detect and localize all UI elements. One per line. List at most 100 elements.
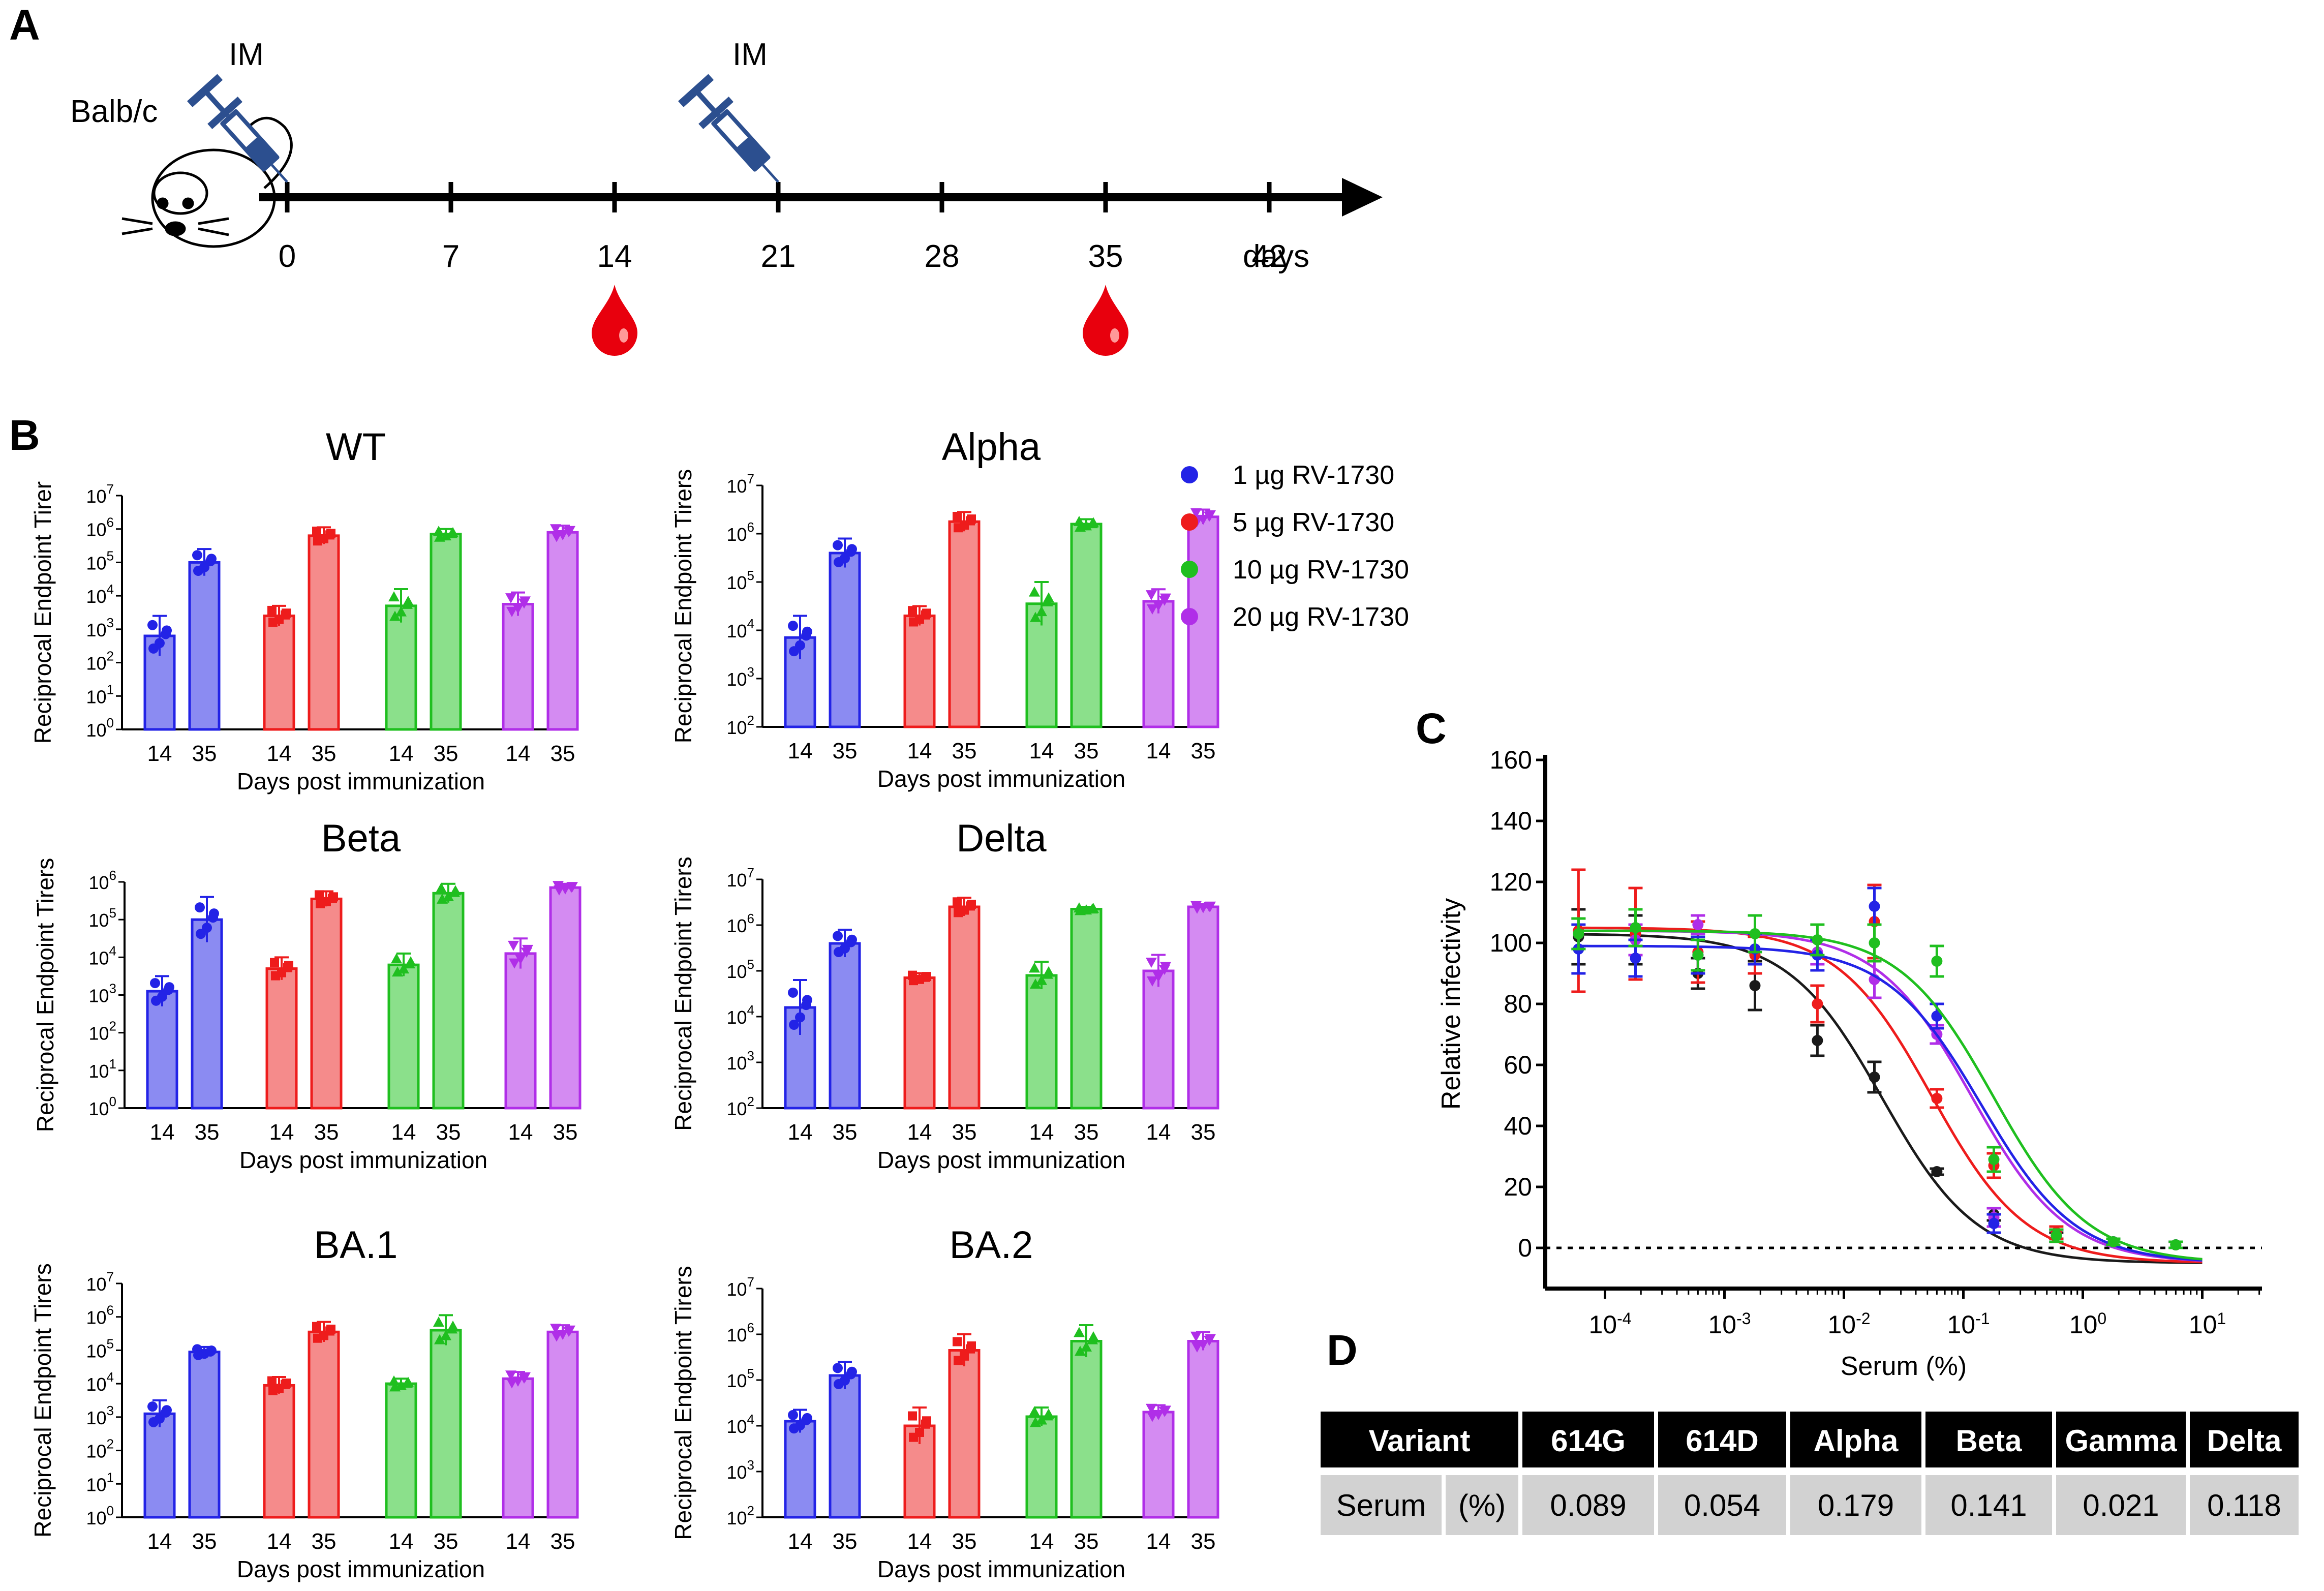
data-point bbox=[909, 976, 918, 986]
table-header-cell bbox=[1658, 1412, 1786, 1467]
legend-label: 5 µg RV-1730 bbox=[1233, 508, 1394, 537]
table-value: 0.089 bbox=[1550, 1488, 1626, 1522]
x-tick-label: 14 bbox=[1029, 1529, 1054, 1554]
data-point bbox=[1159, 595, 1170, 606]
data-point bbox=[148, 1417, 159, 1427]
data-point bbox=[1931, 1166, 1943, 1177]
data-point bbox=[1692, 950, 1704, 961]
table-value: 0.179 bbox=[1818, 1488, 1894, 1522]
legend-label: 20 µg RV-1730 bbox=[1233, 602, 1409, 632]
table-value: 0.021 bbox=[2083, 1488, 2159, 1522]
table-header-label: Gamma bbox=[2065, 1424, 2177, 1458]
mouse-strain-label: Balb/c bbox=[70, 94, 158, 129]
data-point bbox=[446, 528, 457, 538]
bar bbox=[502, 1377, 534, 1519]
bar bbox=[829, 942, 861, 1110]
x-tick-label: 35 bbox=[434, 741, 458, 766]
data-point bbox=[1153, 972, 1164, 983]
bar bbox=[784, 1420, 816, 1519]
y-tick-label: 0 bbox=[1518, 1234, 1532, 1262]
data-point bbox=[788, 1410, 798, 1420]
legend-swatch bbox=[1181, 466, 1198, 483]
data-point bbox=[801, 630, 811, 641]
bar bbox=[385, 604, 417, 731]
data-point bbox=[195, 902, 205, 913]
y-tick-label: 102 bbox=[726, 1503, 754, 1528]
table-header-label: 614D bbox=[1686, 1424, 1758, 1458]
bar bbox=[308, 1330, 340, 1519]
data-point bbox=[1869, 937, 1880, 949]
data-point bbox=[147, 620, 158, 630]
data-point bbox=[833, 540, 843, 550]
data-point bbox=[193, 1350, 203, 1360]
data-point bbox=[328, 894, 337, 903]
data-point bbox=[434, 531, 445, 542]
data-point bbox=[566, 882, 577, 893]
x-axis-title: Days post immunization bbox=[237, 1556, 485, 1582]
y-tick-label: 103 bbox=[86, 1403, 114, 1428]
table-header-label: Beta bbox=[1955, 1424, 2022, 1458]
table-value-cell bbox=[2190, 1475, 2299, 1535]
data-point bbox=[1087, 903, 1098, 914]
data-point bbox=[953, 897, 962, 907]
bar bbox=[948, 520, 981, 728]
fit-curve bbox=[1581, 944, 2203, 1262]
y-tick-label: 103 bbox=[88, 981, 116, 1006]
data-point bbox=[446, 1323, 457, 1334]
syringe-window bbox=[717, 115, 748, 147]
data-point bbox=[205, 556, 216, 567]
timeline-arrowhead bbox=[1342, 178, 1383, 217]
data-point bbox=[388, 591, 400, 602]
fit-curve bbox=[1581, 929, 2203, 1262]
table-row-unit: (%) bbox=[1458, 1488, 1506, 1522]
y-tick-label: 105 bbox=[86, 1336, 114, 1361]
data-point bbox=[1812, 1035, 1823, 1046]
x-tick-label: 14 bbox=[1146, 1529, 1171, 1554]
x-tick-label: 10-3 bbox=[1708, 1309, 1751, 1339]
chart-title: BA.2 bbox=[950, 1223, 1033, 1267]
syringe-icon bbox=[678, 74, 779, 183]
y-tick-label: 105 bbox=[88, 905, 116, 931]
data-point bbox=[402, 598, 413, 609]
chart-title: BA.1 bbox=[314, 1223, 398, 1267]
x-tick-label: 35 bbox=[1074, 1120, 1099, 1145]
bar bbox=[504, 952, 537, 1110]
data-point bbox=[389, 1381, 401, 1392]
data-point bbox=[1081, 1341, 1092, 1352]
data-point bbox=[1074, 1327, 1085, 1337]
bar bbox=[265, 967, 298, 1110]
data-point bbox=[2107, 1236, 2119, 1247]
bar bbox=[1070, 1340, 1103, 1519]
data-point bbox=[1042, 1410, 1053, 1421]
bar bbox=[310, 897, 343, 1110]
y-tick-label: 100 bbox=[88, 1094, 116, 1119]
data-point bbox=[270, 958, 279, 967]
bar bbox=[829, 552, 861, 728]
table-header-cell bbox=[1321, 1412, 1518, 1467]
y-axis-title: Reciprocal Endpoint Tirers bbox=[29, 1263, 56, 1537]
y-tick-label: 60 bbox=[1504, 1051, 1532, 1079]
x-tick-label: 14 bbox=[907, 1529, 932, 1554]
y-tick-label: 107 bbox=[726, 1274, 754, 1300]
x-tick-label: 35 bbox=[195, 1120, 220, 1145]
y-tick-label: 102 bbox=[86, 649, 114, 674]
data-point bbox=[281, 610, 290, 620]
neutralization-curve-chart: 0 20 40 60 80 100 120 140 160 10-4 10-3 10-2 10-1 100… bbox=[1436, 746, 2262, 1381]
y-tick-label: 106 bbox=[726, 911, 754, 936]
x-tick-label: 35 bbox=[952, 1120, 977, 1145]
timeline-day-label: 28 bbox=[925, 239, 960, 274]
x-tick-label: 35 bbox=[434, 1529, 458, 1554]
data-point bbox=[1573, 928, 1584, 939]
data-point bbox=[267, 605, 277, 615]
data-point bbox=[395, 606, 407, 617]
x-axis-title: Days post immunization bbox=[877, 1147, 1125, 1173]
fit-curve bbox=[1581, 926, 2203, 1264]
syringe-needle bbox=[271, 164, 288, 183]
y-tick-label: 105 bbox=[726, 568, 754, 593]
data-point bbox=[1191, 903, 1203, 914]
data-point bbox=[1147, 1412, 1158, 1422]
y-tick-label: 120 bbox=[1490, 868, 1532, 896]
x-tick-label: 14 bbox=[788, 1529, 813, 1554]
x-tick-label: 14 bbox=[1146, 1120, 1171, 1145]
data-point bbox=[518, 1373, 530, 1384]
